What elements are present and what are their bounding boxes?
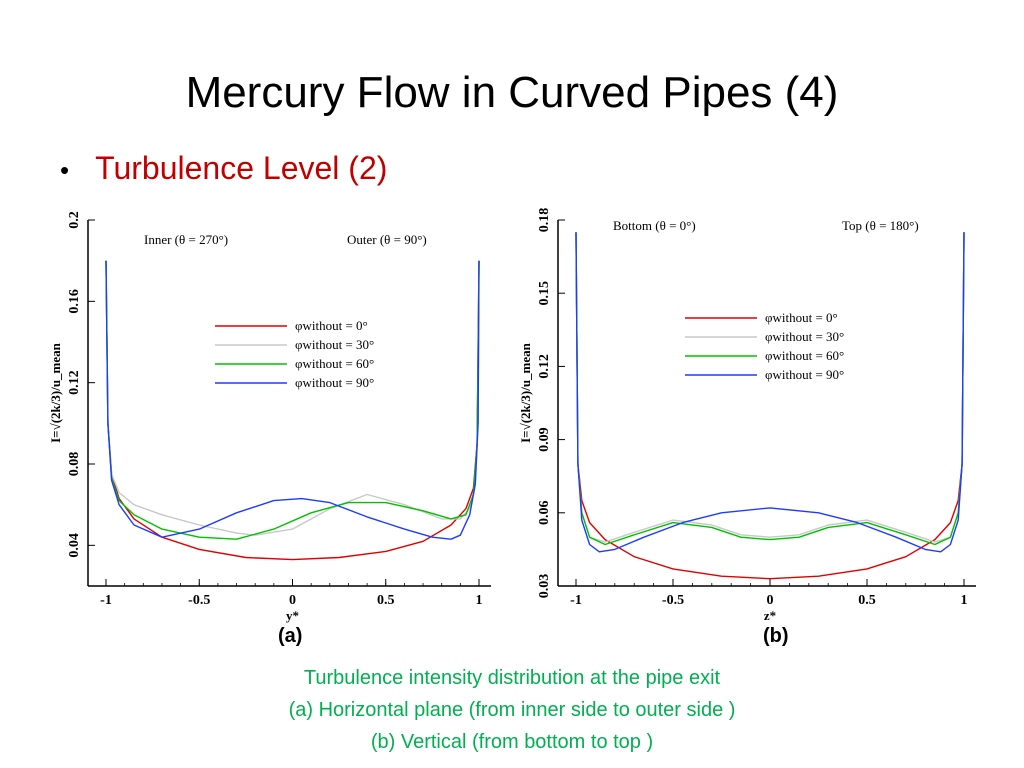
panel-label-a: (a) xyxy=(278,625,303,647)
y-tick-label: 0.04 xyxy=(67,533,82,558)
legend-label: φwithout = 60° xyxy=(765,348,844,363)
x-tick-label: -0.5 xyxy=(188,593,210,608)
bullet-dot: • xyxy=(60,155,70,185)
legend-label: φwithout = 0° xyxy=(765,310,838,325)
x-axis-label: z* xyxy=(764,608,776,623)
y-tick-label: 0.09 xyxy=(537,427,552,452)
chart-a: -1 -0.5 0 0.5 1 0.04 0.08 0.12 0.16 0.2 y* I=√(2k/3… xyxy=(48,211,491,623)
x-tick-label: 0 xyxy=(767,593,774,608)
chart-b: -1 -0.5 0 0.5 1 0.03 0.06 0.09 0.12 0.15 0.18 z* I=√… xyxy=(518,208,976,623)
bullet-text: Turbulence Level (2) xyxy=(95,150,388,186)
x-tick-label: 0.5 xyxy=(858,593,876,608)
annotation-left: Inner (θ = 270°) xyxy=(144,232,228,247)
x-tick-label: -1 xyxy=(100,593,112,608)
series-line-3 xyxy=(575,232,965,553)
legend-label: φwithout = 90° xyxy=(295,375,374,390)
y-tick-label: 0.15 xyxy=(537,281,552,306)
legend-label: φwithout = 60° xyxy=(295,356,374,371)
series-line-2 xyxy=(575,232,965,546)
caption-line-3: (b) Vertical (from bottom to top ) xyxy=(370,731,654,753)
y-tick-label: 0.08 xyxy=(67,452,82,477)
y-tick-label: 0.18 xyxy=(537,208,552,233)
y-tick-label: 0.06 xyxy=(537,501,552,526)
annotation-left: Bottom (θ = 0°) xyxy=(613,218,696,233)
x-tick-label: -1 xyxy=(570,593,582,608)
bullet-item: • Turbulence Level (2) xyxy=(60,150,387,187)
panel-label-b: (b) xyxy=(763,625,789,647)
annotation-right: Top (θ = 180°) xyxy=(842,218,919,233)
x-tick-label: -0.5 xyxy=(662,593,684,608)
x-axis-label: y* xyxy=(286,608,299,623)
series-line-0 xyxy=(575,232,965,580)
legend-label: φwithout = 0° xyxy=(295,318,368,333)
y-tick-label: 0.16 xyxy=(67,289,82,314)
x-tick-label: 1 xyxy=(961,593,968,608)
caption-line-2: (a) Horizontal plane (from inner side to… xyxy=(288,699,736,721)
legend-label: φwithout = 90° xyxy=(765,367,844,382)
y-tick-label: 0.12 xyxy=(67,370,82,395)
slide-title: Mercury Flow in Curved Pipes (4) xyxy=(185,68,839,117)
legend-label: φwithout = 30° xyxy=(765,329,844,344)
legend-label: φwithout = 30° xyxy=(295,337,374,352)
caption-line-1: Turbulence intensity distribution at the… xyxy=(303,667,721,689)
x-tick-label: 0 xyxy=(289,593,296,608)
annotation-right: Outer (θ = 90°) xyxy=(347,232,427,247)
series-line-1 xyxy=(575,232,965,543)
series-line-0 xyxy=(105,260,480,561)
y-axis-label: I=√(2k/3)/u_mean xyxy=(48,342,63,443)
series-line-2 xyxy=(105,260,480,540)
series-line-3 xyxy=(105,260,480,540)
x-tick-label: 1 xyxy=(476,593,483,608)
series-line-1 xyxy=(105,260,480,536)
y-tick-label: 0.2 xyxy=(67,211,82,229)
y-tick-label: 0.03 xyxy=(537,574,552,599)
x-tick-label: 0.5 xyxy=(377,593,395,608)
y-axis-label: I=√(2k/3)/u_mean xyxy=(518,342,533,443)
y-tick-label: 0.12 xyxy=(537,354,552,379)
